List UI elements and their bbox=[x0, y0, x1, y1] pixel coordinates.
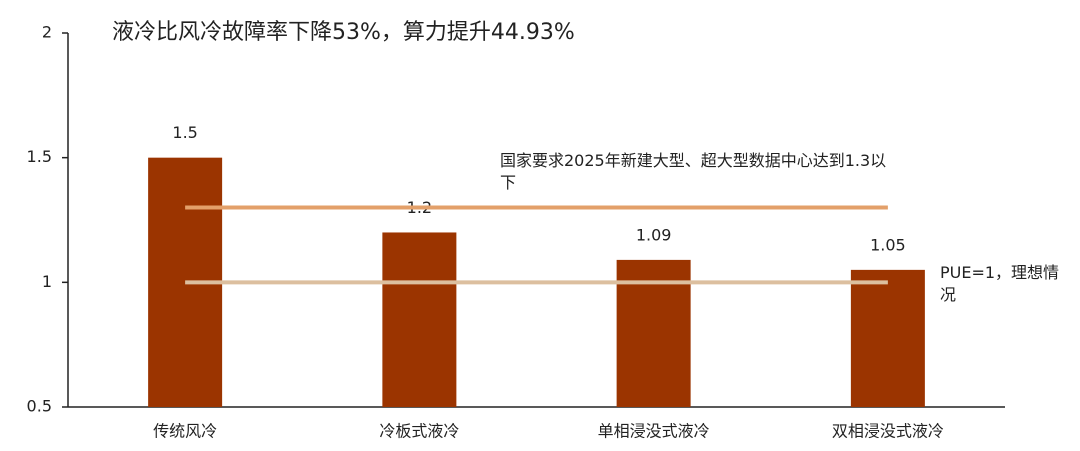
bar bbox=[382, 232, 457, 407]
x-tick-label: 冷板式液冷 bbox=[379, 422, 459, 441]
value-label: 1.05 bbox=[870, 235, 906, 254]
y-tick-label: 0.5 bbox=[27, 397, 52, 416]
annotation: PUE=1，理想情况 bbox=[940, 263, 1060, 304]
value-label: 1.09 bbox=[636, 225, 672, 244]
x-tick-label: 单相浸没式液冷 bbox=[598, 422, 710, 441]
x-tick-label: 传统风冷 bbox=[153, 422, 217, 441]
bar bbox=[616, 259, 691, 407]
y-tick-label: 1.5 bbox=[27, 147, 52, 166]
y-tick-label: 2 bbox=[42, 23, 52, 42]
bar bbox=[850, 269, 925, 407]
chart-title: 液冷比风冷故障率下降53%，算力提升44.93% bbox=[112, 20, 575, 45]
annotation: 国家要求2025年新建大型、超大型数据中心达到1.3以下 bbox=[500, 151, 887, 192]
y-tick-label: 1 bbox=[42, 272, 52, 291]
value-label: 1.5 bbox=[172, 123, 197, 142]
x-tick-label: 双相浸没式液冷 bbox=[832, 422, 944, 441]
